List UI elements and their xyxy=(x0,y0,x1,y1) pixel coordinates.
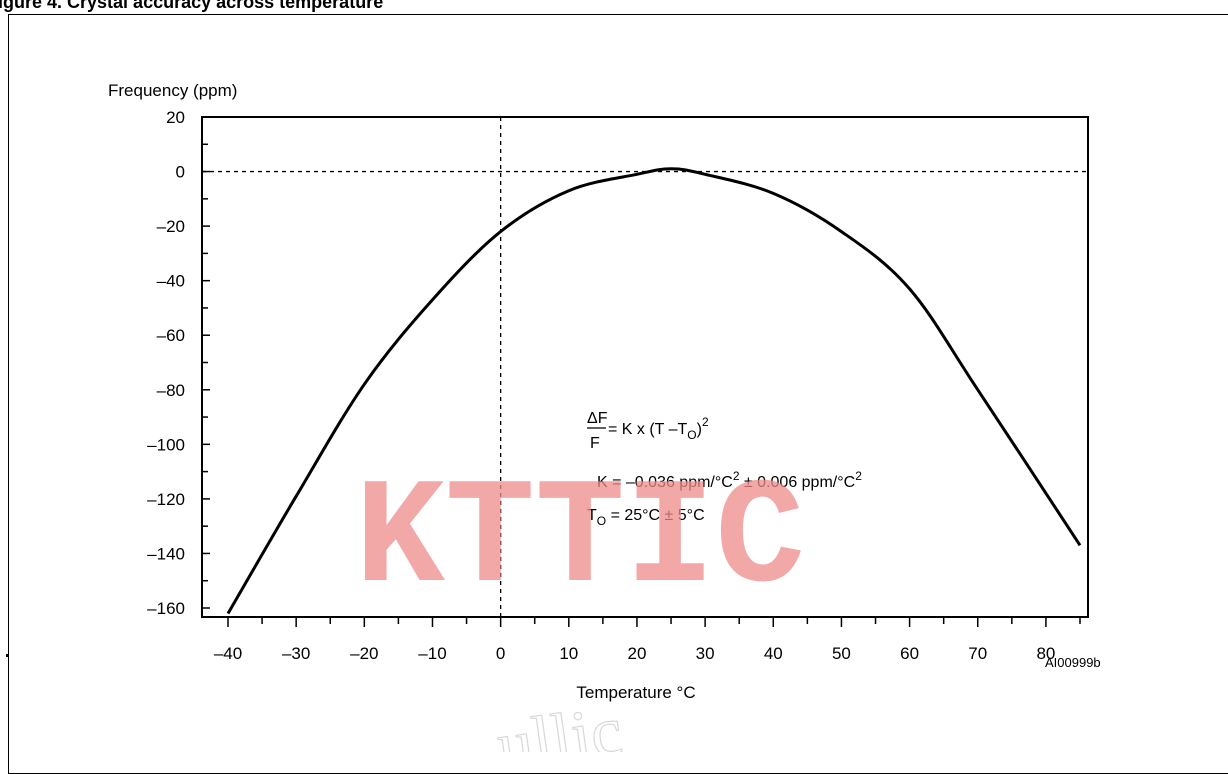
formula-subscript: O xyxy=(687,428,696,442)
formula-denominator: F xyxy=(590,435,600,452)
plot-frame xyxy=(201,116,1089,618)
formula-superscript: 2 xyxy=(702,415,709,429)
y-axis: 20 0 –20 –40 –60 –80 –100 –120 –140 –160 xyxy=(147,108,210,618)
formula-text: = K x (T –TO)2 xyxy=(608,415,709,442)
k-constant: K = –0.036 ppm/°C2 ± 0.006 ppm/°C2 xyxy=(597,469,862,491)
x-tick-label: 50 xyxy=(832,644,851,663)
t0-symbol: T xyxy=(587,507,597,524)
x-axis: –40 –30 –20 –10 0 10 20 30 40 50 60 70 80 xyxy=(214,617,1081,663)
y-tick-label: –80 xyxy=(157,381,185,400)
x-tick-label: –10 xyxy=(418,644,446,663)
y-tick-label: –100 xyxy=(147,435,185,454)
chart-canvas: ullic 200–20–40–60–80–100–120–140–160 –4… xyxy=(6,81,1101,752)
formula-numerator: ΔF xyxy=(587,410,608,427)
t0-rest: = 25°C ± 5°C xyxy=(606,507,705,524)
x-tick-label: 40 xyxy=(764,644,783,663)
figure-caption: igure 4. Crystal accuracy across tempera… xyxy=(0,0,384,12)
t0-subscript: O xyxy=(597,514,606,528)
y-tick-label: –60 xyxy=(157,326,185,345)
k-line-a: K = –0.036 ppm/°C xyxy=(597,474,733,491)
t0-constant: TO = 25°C ± 5°C xyxy=(587,507,705,528)
formula-rest: = K x (T –T xyxy=(608,421,688,438)
k-superscript-1: 2 xyxy=(733,469,740,483)
formula-close: ) xyxy=(697,421,702,438)
x-tick-label: 70 xyxy=(968,644,987,663)
y-tick-label: –140 xyxy=(147,544,185,563)
x-tick-label: –40 xyxy=(214,644,242,663)
x-tick-label: 0 xyxy=(496,644,505,663)
y-tick-label: –40 xyxy=(157,272,185,291)
y-tick-label: –120 xyxy=(147,490,185,509)
y-tick-label: –20 xyxy=(157,217,185,236)
y-tick-label: –160 xyxy=(147,599,185,618)
k-superscript-2: 2 xyxy=(855,469,862,483)
series-line xyxy=(226,167,1082,615)
x-tick-label: –30 xyxy=(282,644,310,663)
x-axis-title: Temperature °C xyxy=(576,683,695,702)
x-tick-label: 20 xyxy=(627,644,646,663)
x-tick-label: –20 xyxy=(350,644,378,663)
watermark-text: KTTIC xyxy=(355,456,805,626)
x-tick-label: 10 xyxy=(559,644,578,663)
y-axis-title: Frequency (ppm) xyxy=(108,81,237,100)
y-tick-label: 20 xyxy=(166,108,185,127)
x-tick-label: 60 xyxy=(900,644,919,663)
x-tick-label: 30 xyxy=(696,644,715,663)
formula-annotation: ΔF F = K x (T –TO)2 K = –0.036 ppm/°C2 ±… xyxy=(587,410,862,528)
y-tick-label: 0 xyxy=(176,163,185,182)
margin-mark xyxy=(6,654,9,657)
x-tick-label: 80 xyxy=(1036,644,1055,663)
k-line-b: ± 0.006 ppm/°C xyxy=(740,474,856,491)
reference-code: AI00999b xyxy=(1045,655,1101,670)
